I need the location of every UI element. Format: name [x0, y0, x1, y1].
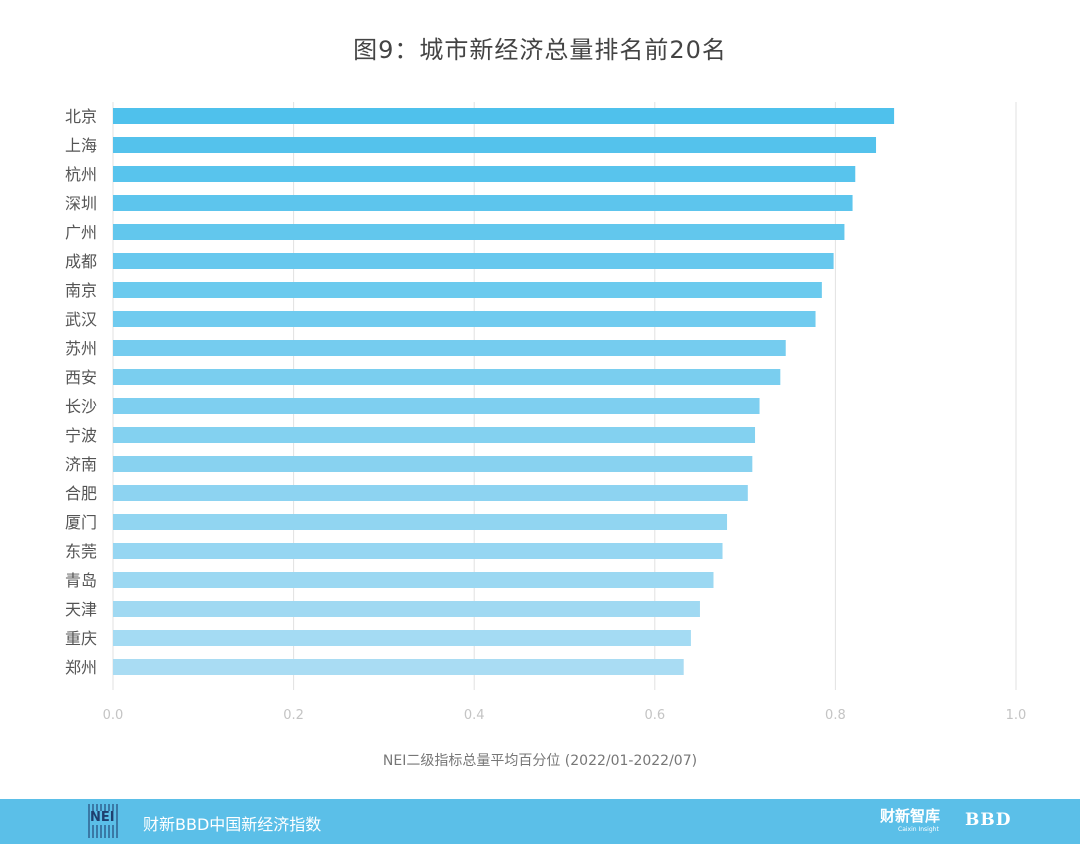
chart-title: 图9：城市新经济总量排名前20名	[353, 36, 727, 64]
x-tick-labels: 0.0 0.2 0.4 0.6 0.8 1.0	[103, 708, 1027, 723]
bar	[113, 253, 834, 269]
bar	[113, 224, 845, 240]
category-label: 天津	[65, 600, 97, 619]
category-label: 重庆	[65, 629, 97, 648]
nei-logo: NEI	[88, 804, 118, 838]
category-label: 合肥	[65, 484, 97, 503]
category-label: 郑州	[65, 658, 97, 677]
category-label: 杭州	[65, 165, 97, 184]
bars	[113, 108, 895, 675]
bar	[113, 630, 691, 646]
bar	[113, 427, 756, 443]
category-label: 济南	[65, 455, 97, 474]
category-label: 深圳	[65, 194, 97, 213]
nei-logo-text: NEI	[90, 810, 115, 825]
x-tick-label: 0.0	[103, 708, 124, 723]
category-label: 青岛	[65, 571, 97, 590]
bar	[113, 572, 714, 588]
category-label: 东莞	[65, 542, 97, 561]
category-label: 苏州	[65, 339, 97, 358]
category-label: 南京	[65, 281, 97, 300]
footer-bar: NEI 财新BBD中国新经济指数 财新智库 Caixin Insight BBD	[0, 799, 1080, 844]
category-label: 宁波	[65, 426, 97, 445]
bar	[113, 282, 822, 298]
footer-title: 财新BBD中国新经济指数	[143, 815, 322, 834]
category-label: 厦门	[65, 513, 97, 532]
x-tick-label: 0.6	[644, 708, 665, 723]
caixin-insight-subtitle: Caixin Insight	[898, 826, 939, 833]
bar	[113, 340, 786, 356]
category-label: 武汉	[65, 310, 97, 329]
bbd-logo: BBD	[965, 810, 1012, 830]
x-tick-label: 0.2	[283, 708, 304, 723]
x-tick-label: 0.8	[825, 708, 846, 723]
bar	[113, 137, 877, 153]
x-tick-label: 1.0	[1006, 708, 1027, 723]
bar	[113, 456, 753, 472]
bar	[113, 311, 816, 327]
bar-chart: 北京上海杭州深圳广州成都南京武汉苏州西安长沙宁波济南合肥厦门东莞青岛天津重庆郑州…	[65, 102, 1027, 769]
caixin-insight-logo: 财新智库	[880, 807, 941, 825]
bar	[113, 108, 895, 124]
bar	[113, 398, 760, 414]
category-label: 西安	[65, 368, 97, 387]
bar	[113, 485, 748, 501]
bar	[113, 166, 856, 182]
bar	[113, 659, 684, 675]
bar	[113, 195, 853, 211]
category-label: 长沙	[65, 397, 97, 416]
bar	[113, 601, 700, 617]
category-label: 上海	[65, 136, 97, 155]
category-label: 广州	[65, 223, 97, 242]
bar	[113, 543, 723, 559]
category-label: 成都	[65, 252, 97, 271]
bar	[113, 369, 781, 385]
category-label: 北京	[65, 107, 97, 126]
bar	[113, 514, 728, 530]
x-axis-label: NEI二级指标总量平均百分位 (2022/01-2022/07)	[383, 753, 697, 769]
x-tick-label: 0.4	[464, 708, 485, 723]
